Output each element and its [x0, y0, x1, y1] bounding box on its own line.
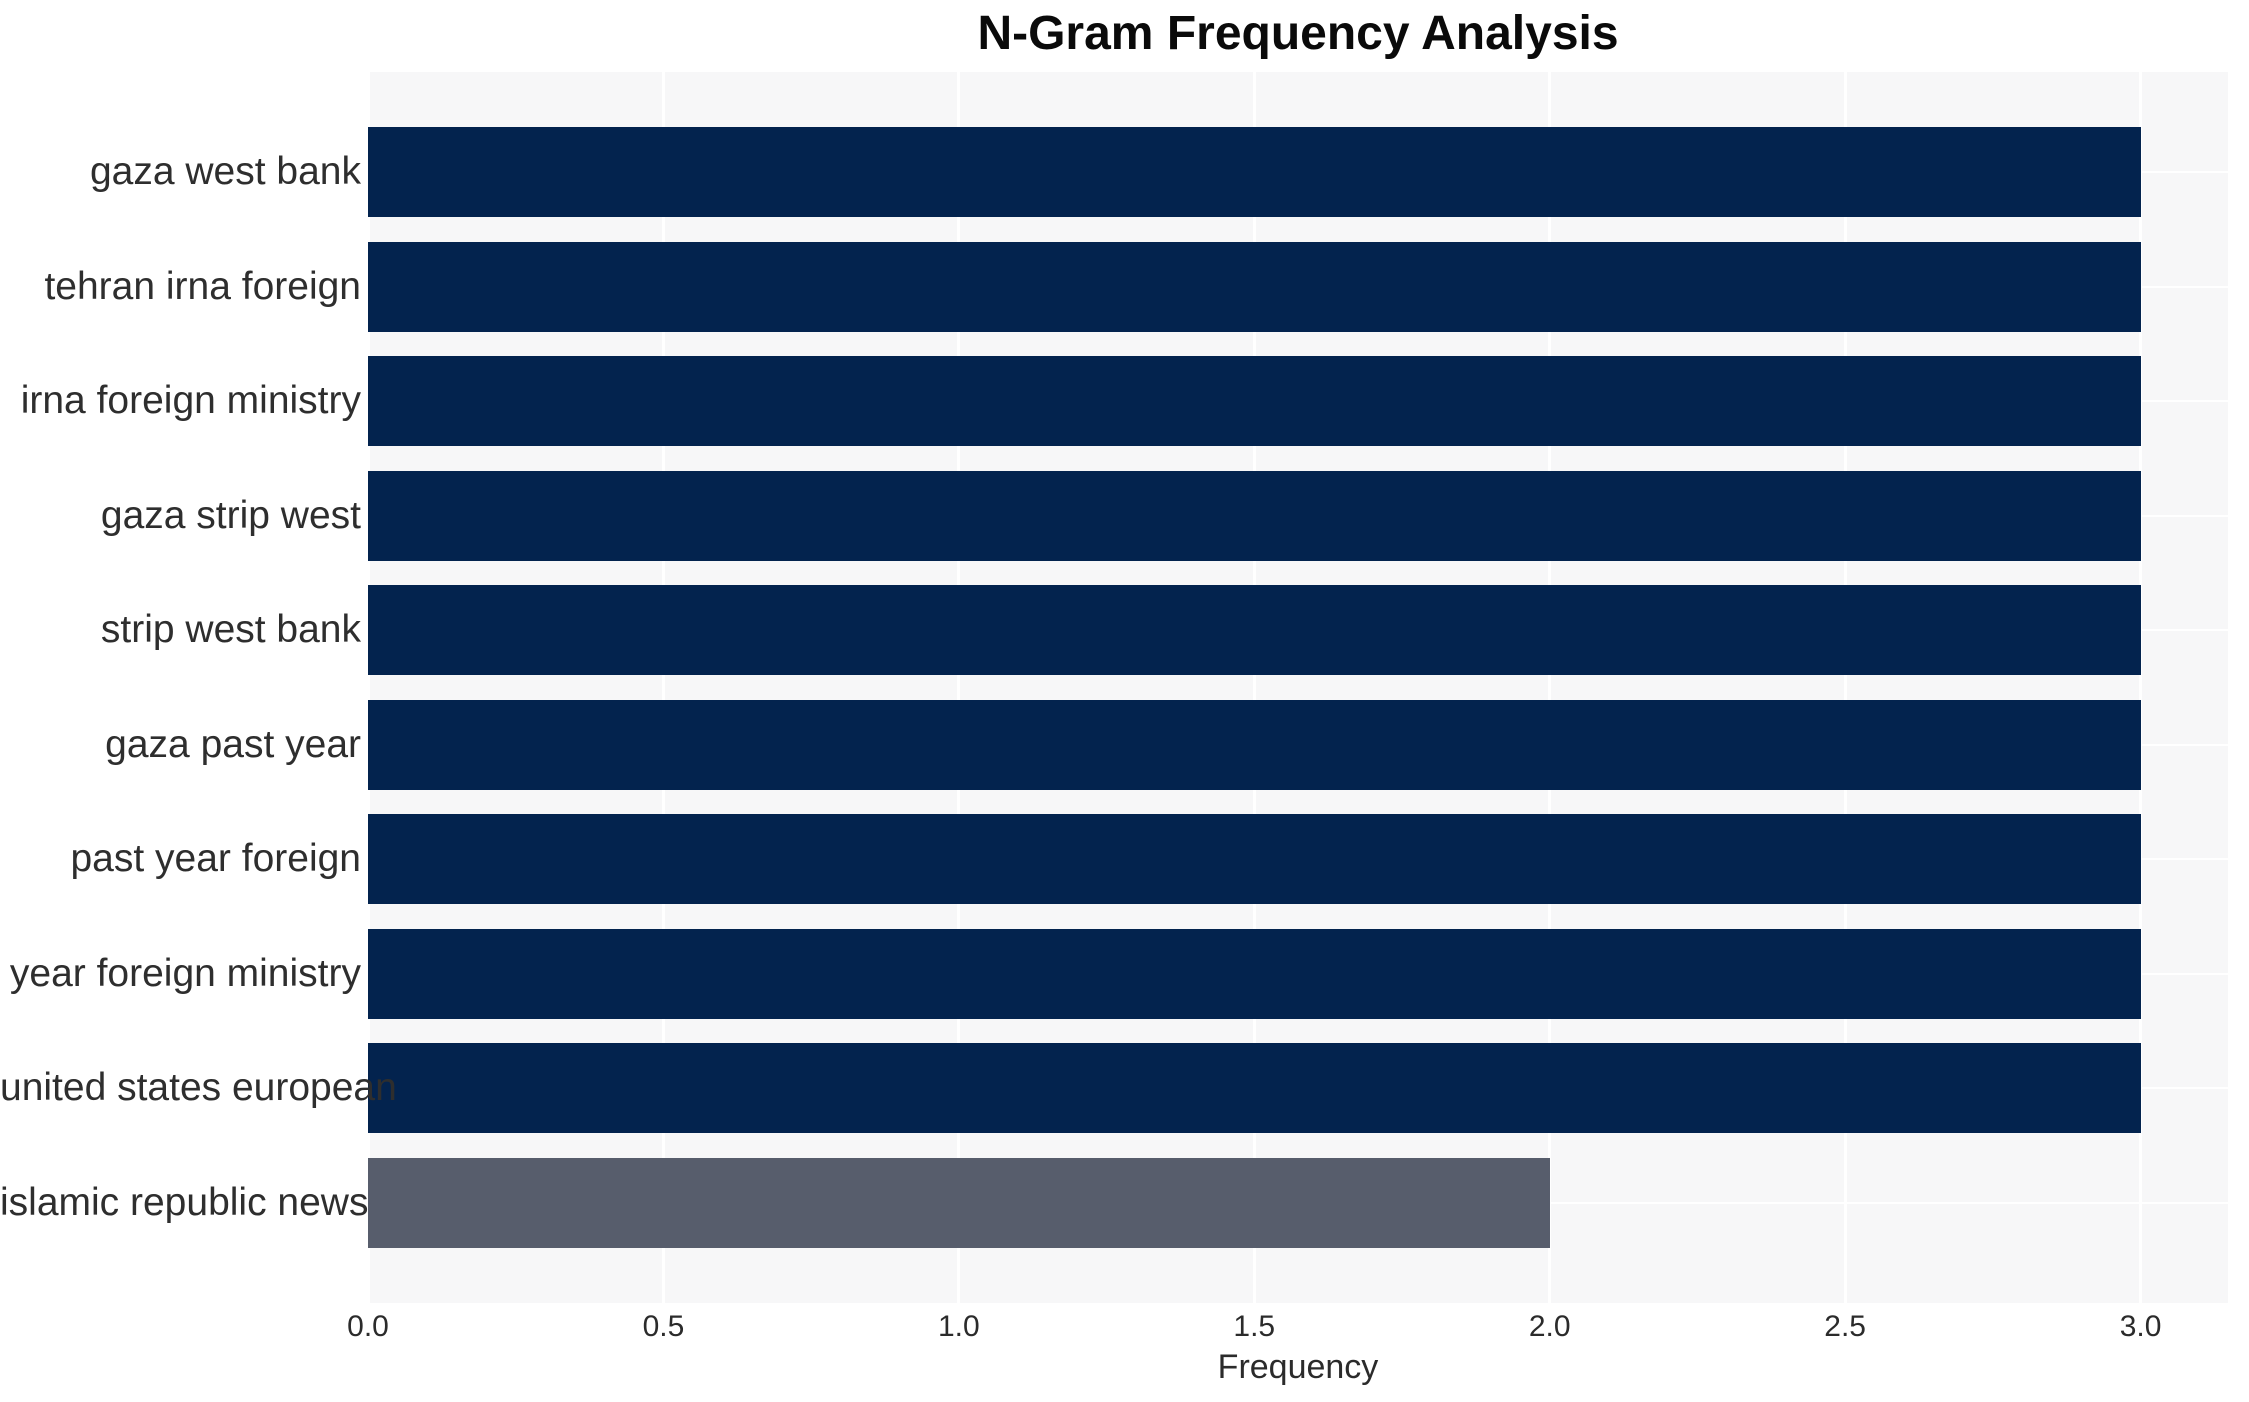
y-tick-label: gaza past year: [105, 722, 361, 766]
x-tick-label: 1.5: [1233, 1310, 1276, 1343]
y-tick-label: year foreign ministry: [9, 951, 361, 995]
bar: [368, 814, 2141, 905]
bar: [368, 928, 2141, 1019]
y-tick-label: gaza strip west: [100, 493, 361, 537]
y-tick-label: strip west bank: [100, 608, 361, 652]
y-axis-labels: gaza west bank tehran irna foreign irna fo…: [0, 72, 397, 1303]
y-tick-label: irna foreign ministry: [20, 379, 361, 423]
y-tick-label: tehran irna foreign: [44, 264, 361, 308]
y-tick-label: islamic republic news: [0, 1181, 369, 1224]
bar: [368, 356, 2141, 447]
bar: [368, 127, 2141, 217]
x-axis-title: Frequency: [1217, 1348, 1379, 1386]
y-tick-label: united states european: [0, 1066, 397, 1110]
gridline-vertical: [2139, 72, 2143, 1303]
bar: [368, 1043, 2141, 1134]
bar: [368, 585, 2141, 676]
x-tick-label: 2.0: [1528, 1310, 1571, 1343]
y-tick-label: gaza west bank: [89, 150, 361, 193]
y-tick-label: past year foreign: [70, 837, 361, 881]
gridline-vertical: [366, 72, 370, 1303]
gridline-vertical: [957, 72, 961, 1303]
plot-area: [366, 72, 2228, 1303]
gridline-vertical: [1843, 72, 1847, 1303]
bar: [368, 241, 2141, 332]
chart-title: N-Gram Frequency Analysis: [977, 7, 1619, 60]
x-tick-label: 2.5: [1824, 1310, 1866, 1343]
x-tick-label: 1.0: [937, 1310, 980, 1343]
x-tick-label: 0.0: [347, 1310, 389, 1343]
bar: [368, 470, 2141, 561]
gridline-vertical: [1252, 72, 1256, 1303]
gridline-vertical: [661, 72, 665, 1303]
bar: [368, 1158, 1550, 1248]
bar: [368, 699, 2141, 790]
gridline-vertical: [1548, 72, 1552, 1303]
x-tick-label: 0.5: [642, 1310, 685, 1343]
x-axis-ticks: 0.0 0.5 1.0 1.5 2.0 2.5 3.0: [347, 1306, 2228, 1350]
x-tick-label: 3.0: [2119, 1310, 2162, 1343]
